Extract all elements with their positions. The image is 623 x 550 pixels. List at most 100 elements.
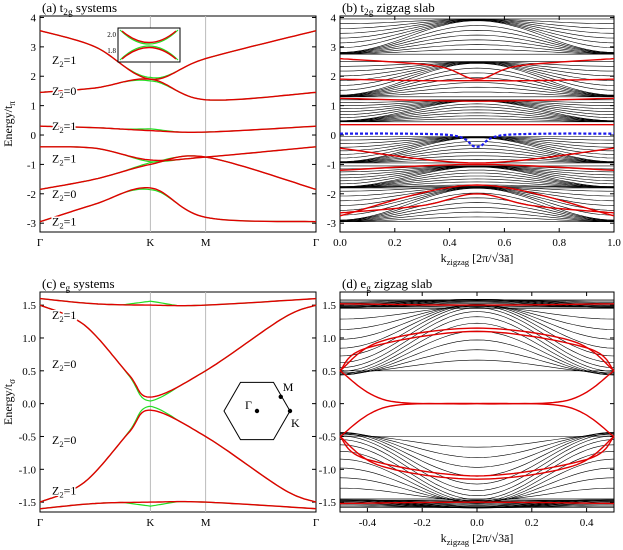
x-axis-label: kzigzag [2π/√3ā] (441, 531, 514, 547)
slab-band (339, 349, 615, 375)
y-tick-label: -1.0 (319, 464, 337, 476)
slab-band (340, 178, 614, 188)
slab-band (339, 432, 615, 458)
z2-label: Z2=1 (52, 483, 76, 499)
slab-bands (339, 18, 615, 222)
x-tick-label: -0.4 (359, 517, 377, 529)
slab-band (339, 82, 615, 97)
slab-band (339, 44, 615, 54)
band-6 (39, 187, 317, 223)
slab-band (339, 91, 615, 97)
edge-7 (339, 184, 615, 217)
slab-band (339, 477, 615, 503)
z2-label: Z2=0 (52, 187, 76, 203)
x-tick-label: Γ (313, 517, 319, 529)
slab-band (339, 169, 615, 188)
x-tick-label: 0.0 (470, 517, 484, 529)
inset-frame (117, 27, 181, 63)
slab-band (339, 433, 615, 485)
slab-band (340, 39, 614, 54)
slab-band (340, 299, 614, 307)
brillouin-zone: Γ M K (223, 380, 300, 441)
edge-8 (339, 193, 615, 214)
slab-band (339, 197, 615, 221)
y-tick-label: -3 (27, 218, 37, 230)
z2-label: Z2=1 (52, 53, 76, 69)
edge-1 (339, 303, 615, 306)
band-2 (39, 304, 317, 398)
y-tick-label: -2 (327, 189, 336, 201)
slab-band (339, 316, 615, 372)
y-tick-label: 0.5 (22, 366, 36, 378)
k-point (287, 408, 293, 414)
edge-7 (339, 436, 615, 477)
panel-title: (c) eg systems (42, 276, 115, 294)
slab-band (339, 330, 615, 376)
slab-band (339, 500, 615, 508)
slab-band (339, 444, 615, 500)
y-tick-label: -1 (27, 159, 36, 171)
x-tick-label: 1.0 (607, 237, 621, 249)
slab-band (339, 458, 615, 504)
y-tick-label: 4 (331, 12, 337, 24)
y-tick-label: -1.0 (19, 464, 37, 476)
slab-band (339, 151, 615, 163)
x-tick-label: 0.6 (498, 237, 512, 249)
slab-bands (339, 299, 615, 509)
slab-band (339, 25, 615, 53)
y-tick-label: -0.5 (319, 431, 337, 443)
reference-band (39, 155, 317, 190)
slab-band (339, 303, 615, 340)
slab-band (340, 158, 614, 163)
slab-band (339, 301, 615, 308)
x-tick-label: Γ (313, 237, 319, 249)
slab-band (339, 432, 615, 477)
y-tick-label: -1 (327, 159, 336, 171)
slab-band (340, 211, 614, 222)
y-tick-label: 0.5 (322, 366, 336, 378)
y-tick-label: 2 (31, 71, 37, 83)
y-tick-label: 0 (31, 130, 37, 142)
bz-label: M (283, 380, 294, 394)
slab-band (339, 216, 615, 222)
z2-label: Z2=1 (52, 308, 76, 324)
band-4 (40, 146, 317, 162)
slab-band (339, 439, 615, 497)
slab-band (339, 103, 615, 122)
y-tick-label: 1.0 (22, 333, 36, 345)
x-axis-label: kzigzag [2π/√3ā] (441, 251, 514, 267)
slab-band (340, 18, 614, 24)
x-tick-label: -0.2 (413, 517, 430, 529)
edge-2 (339, 327, 615, 372)
slab-band (340, 112, 614, 122)
panel-title: (b) t2g zigzag slab (342, 0, 435, 18)
slab-band (339, 306, 615, 320)
y-tick-label: 1.5 (322, 300, 336, 312)
edge-8 (339, 501, 615, 505)
slab-band (339, 434, 615, 448)
z2-label: Z2=0 (52, 433, 76, 449)
slab-band (339, 175, 615, 188)
y-tick-label: 1.5 (22, 300, 36, 312)
slab-band (339, 304, 615, 330)
panel-title: (a) t2g systems (42, 0, 117, 18)
y-tick-label: 1 (331, 101, 337, 113)
slab-band (339, 155, 615, 163)
edge-2 (340, 78, 614, 82)
y-tick-label: -2 (27, 189, 36, 201)
reference-band (39, 188, 317, 223)
slab-band (339, 29, 615, 54)
y-tick-label: 4 (31, 12, 37, 24)
band-3 (39, 409, 317, 503)
gamma-point (254, 408, 260, 414)
slab-band (339, 34, 615, 54)
y-tick-label: -3 (327, 218, 337, 230)
x-tick-label: 0.2 (525, 517, 539, 529)
slab-band (339, 207, 615, 222)
edge-3 (339, 330, 615, 372)
edge-6 (339, 435, 615, 480)
x-tick-label: Γ (37, 517, 43, 529)
blue-edge (340, 132, 614, 148)
inset-tick-label: 1.8 (107, 47, 116, 55)
